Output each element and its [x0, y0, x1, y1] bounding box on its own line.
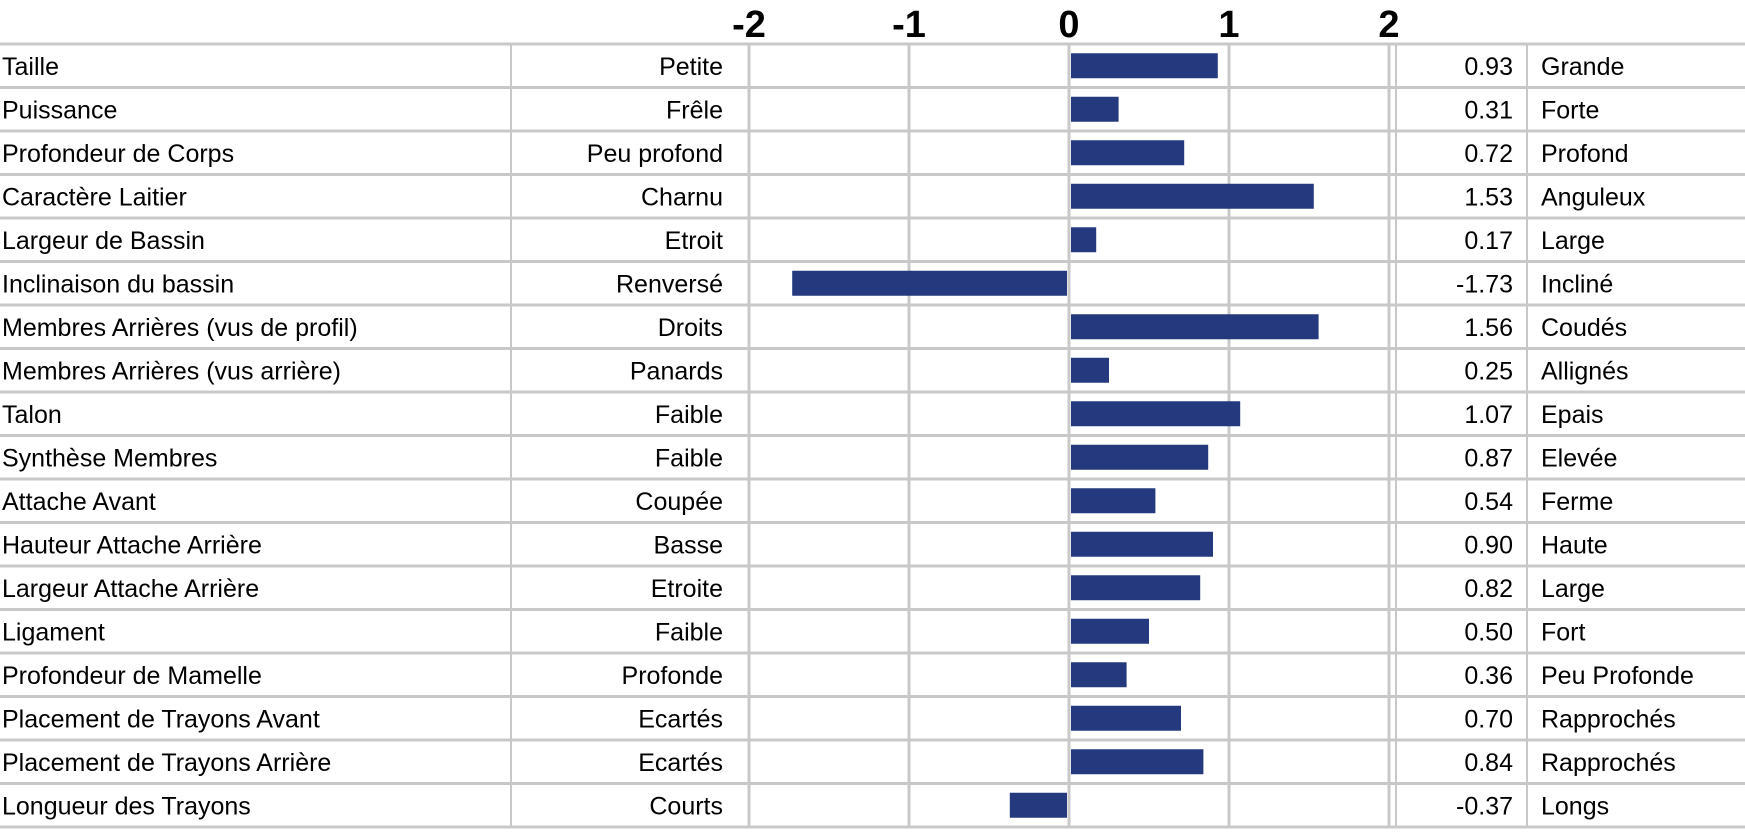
high-label: Grande — [1541, 53, 1624, 81]
high-label: Rapprochés — [1541, 705, 1676, 733]
bar — [1071, 488, 1156, 514]
low-label: Basse — [654, 531, 723, 559]
value-label: 0.82 — [1464, 575, 1513, 603]
bar — [1071, 662, 1127, 688]
bar — [1071, 140, 1185, 166]
low-label: Courts — [649, 792, 723, 820]
high-label: Haute — [1541, 531, 1608, 559]
value-label: 0.87 — [1464, 444, 1513, 472]
high-label: Allignés — [1541, 357, 1629, 385]
bar — [1071, 749, 1204, 775]
trait-label: Inclinaison du bassin — [2, 270, 234, 298]
trait-label: Ligament — [2, 618, 105, 646]
low-label: Coupée — [635, 488, 723, 516]
low-label: Faible — [655, 618, 723, 646]
trait-label: Membres Arrières (vus de profil) — [2, 314, 358, 342]
value-label: -0.37 — [1456, 792, 1513, 820]
x-tick-label: 0 — [1058, 4, 1079, 46]
high-label: Large — [1541, 227, 1605, 255]
high-label: Peu Profonde — [1541, 662, 1694, 690]
high-label: Epais — [1541, 401, 1604, 429]
high-label: Rapprochés — [1541, 749, 1676, 777]
low-label: Charnu — [641, 183, 723, 211]
trait-label: Attache Avant — [2, 488, 156, 516]
low-label: Peu profond — [587, 140, 723, 168]
trait-label: Membres Arrières (vus arrière) — [2, 357, 341, 385]
value-label: 0.31 — [1464, 96, 1513, 124]
high-label: Longs — [1541, 792, 1609, 820]
bar — [1071, 618, 1149, 644]
low-label: Ecartés — [638, 749, 723, 777]
bar — [1009, 792, 1067, 818]
value-label: 1.53 — [1464, 183, 1513, 211]
bar — [1071, 96, 1119, 122]
value-label: 0.84 — [1464, 749, 1513, 777]
low-label: Profonde — [622, 662, 723, 690]
trait-label: Largeur de Bassin — [2, 227, 205, 255]
trait-label: Placement de Trayons Arrière — [2, 749, 331, 777]
low-label: Droits — [658, 314, 723, 342]
trait-label: Talon — [2, 401, 62, 429]
high-label: Profond — [1541, 140, 1629, 168]
high-label: Large — [1541, 575, 1605, 603]
trait-label: Hauteur Attache Arrière — [2, 531, 262, 559]
value-label: -1.73 — [1456, 270, 1513, 298]
trait-label: Placement de Trayons Avant — [2, 705, 320, 733]
bar — [1071, 227, 1097, 253]
value-label: 0.90 — [1464, 531, 1513, 559]
bar — [792, 270, 1067, 296]
x-tick-label: 1 — [1218, 4, 1239, 46]
high-label: Ferme — [1541, 488, 1613, 516]
trait-label: Puissance — [2, 96, 117, 124]
low-label: Panards — [630, 357, 723, 385]
bar — [1071, 314, 1319, 340]
value-label: 0.17 — [1464, 227, 1513, 255]
trait-label: Synthèse Membres — [2, 444, 217, 472]
low-label: Faible — [655, 444, 723, 472]
bar — [1071, 53, 1218, 79]
bar — [1071, 575, 1201, 601]
bar — [1071, 531, 1213, 557]
trait-label: Profondeur de Corps — [2, 140, 234, 168]
x-tick-label: -1 — [892, 4, 926, 46]
low-label: Ecartés — [638, 705, 723, 733]
bar — [1071, 357, 1109, 383]
value-label: 0.25 — [1464, 357, 1513, 385]
high-label: Coudés — [1541, 314, 1627, 342]
trait-label: Profondeur de Mamelle — [2, 662, 262, 690]
low-label: Etroit — [665, 227, 723, 255]
value-label: 0.93 — [1464, 53, 1513, 81]
x-tick-label: -2 — [732, 4, 766, 46]
trait-label: Largeur Attache Arrière — [2, 575, 259, 603]
low-label: Petite — [659, 53, 723, 81]
x-tick-label: 2 — [1378, 4, 1399, 46]
value-label: 0.70 — [1464, 705, 1513, 733]
low-label: Faible — [655, 401, 723, 429]
low-label: Renversé — [616, 270, 723, 298]
trait-label: Longueur des Trayons — [2, 792, 251, 820]
value-label: 1.07 — [1464, 401, 1513, 429]
value-label: 0.54 — [1464, 488, 1513, 516]
value-label: 0.72 — [1464, 140, 1513, 168]
value-label: 0.50 — [1464, 618, 1513, 646]
low-label: Frêle — [666, 96, 723, 124]
high-label: Forte — [1541, 96, 1599, 124]
high-label: Elevée — [1541, 444, 1617, 472]
bar — [1071, 401, 1241, 427]
bar — [1071, 705, 1181, 731]
value-label: 1.56 — [1464, 314, 1513, 342]
trait-label: Caractère Laitier — [2, 183, 187, 211]
trait-label: Taille — [2, 53, 59, 81]
value-label: 0.36 — [1464, 662, 1513, 690]
low-label: Etroite — [651, 575, 723, 603]
bar — [1071, 444, 1209, 470]
high-label: Incliné — [1541, 270, 1613, 298]
bar — [1071, 183, 1314, 209]
high-label: Fort — [1541, 618, 1586, 646]
high-label: Anguleux — [1541, 183, 1646, 211]
